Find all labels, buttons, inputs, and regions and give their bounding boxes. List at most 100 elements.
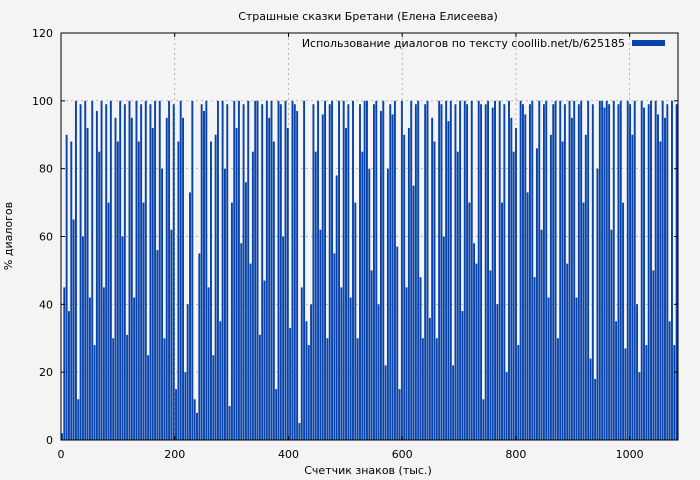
- bar: [242, 104, 245, 440]
- y-tick-label: 120: [32, 27, 53, 40]
- bar: [328, 104, 331, 440]
- bar: [305, 321, 308, 440]
- bar: [508, 100, 510, 440]
- bar: [445, 100, 448, 440]
- bar: [70, 141, 73, 441]
- bar: [198, 253, 201, 440]
- bar: [524, 114, 527, 441]
- bar: [377, 304, 380, 440]
- bar: [389, 104, 392, 440]
- bar: [666, 104, 669, 440]
- bar: [615, 321, 618, 440]
- bar: [624, 348, 627, 440]
- bar: [121, 236, 124, 440]
- bar: [573, 100, 576, 440]
- bar: [207, 287, 210, 440]
- bar: [237, 100, 240, 440]
- bar: [102, 287, 105, 440]
- bar: [512, 151, 515, 441]
- bar: [580, 100, 583, 440]
- y-tick-label: 100: [32, 95, 53, 108]
- bar: [505, 372, 508, 440]
- bar: [372, 104, 375, 440]
- bar: [461, 311, 464, 440]
- bar: [435, 338, 438, 440]
- bar: [375, 100, 378, 440]
- bar: [459, 100, 462, 440]
- bar: [65, 134, 68, 440]
- bar: [447, 121, 450, 440]
- bar: [205, 100, 208, 440]
- bar: [333, 253, 336, 440]
- bar: [345, 127, 347, 440]
- bar: [484, 104, 487, 440]
- bar: [561, 141, 564, 441]
- y-axis-ticks: 0 20 40 60 80 100 120: [32, 27, 678, 447]
- bar: [549, 134, 552, 440]
- legend-label: Использование диалогов по тексту coollib…: [302, 37, 625, 50]
- bar: [431, 117, 434, 441]
- bar: [263, 280, 266, 440]
- bar: [61, 433, 63, 440]
- bar: [647, 104, 650, 440]
- bar: [293, 104, 296, 440]
- bar: [184, 372, 187, 440]
- bar: [617, 104, 620, 440]
- bar: [119, 100, 122, 440]
- bar: [303, 100, 306, 440]
- bar: [326, 338, 329, 440]
- bar: [515, 127, 517, 440]
- bar: [79, 104, 82, 440]
- bar: [88, 297, 91, 440]
- bar: [645, 345, 648, 440]
- bar: [126, 334, 129, 440]
- bar: [452, 365, 455, 440]
- bar: [470, 100, 473, 440]
- bar: [654, 100, 657, 440]
- bar: [526, 192, 529, 440]
- bar: [216, 100, 219, 440]
- bar: [528, 104, 531, 440]
- bar: [407, 127, 410, 440]
- bar: [196, 412, 198, 440]
- bar: [640, 100, 643, 440]
- bar: [193, 399, 196, 440]
- bar: [582, 202, 585, 440]
- bar: [142, 202, 145, 440]
- bar: [370, 270, 373, 440]
- bar: [67, 311, 70, 440]
- y-tick-label: 20: [39, 366, 53, 379]
- bar: [324, 100, 327, 440]
- bar: [552, 104, 555, 440]
- bar: [240, 243, 243, 440]
- bar: [570, 117, 573, 441]
- bar: [95, 111, 98, 440]
- y-tick-label: 0: [46, 434, 53, 447]
- bar: [298, 423, 301, 440]
- bar: [279, 104, 282, 440]
- bar: [244, 182, 247, 440]
- bar: [140, 104, 143, 440]
- bar: [661, 100, 664, 440]
- bar: [361, 151, 364, 441]
- bar: [130, 117, 133, 441]
- bar: [156, 250, 159, 440]
- bar: [135, 100, 138, 440]
- bar: [629, 104, 632, 440]
- bar: [480, 104, 483, 440]
- x-tick-label: 400: [278, 448, 299, 461]
- bar: [254, 100, 257, 440]
- bar: [601, 100, 604, 440]
- bar: [312, 104, 315, 440]
- bar: [212, 355, 215, 440]
- bar: [226, 104, 229, 440]
- bar: [533, 277, 536, 440]
- bar: [398, 389, 401, 440]
- bar: [163, 338, 166, 440]
- bar: [172, 104, 175, 440]
- x-tick-label: 600: [392, 448, 413, 461]
- bar: [191, 100, 194, 440]
- bar: [331, 100, 334, 440]
- bar: [517, 345, 520, 440]
- bar: [608, 104, 611, 440]
